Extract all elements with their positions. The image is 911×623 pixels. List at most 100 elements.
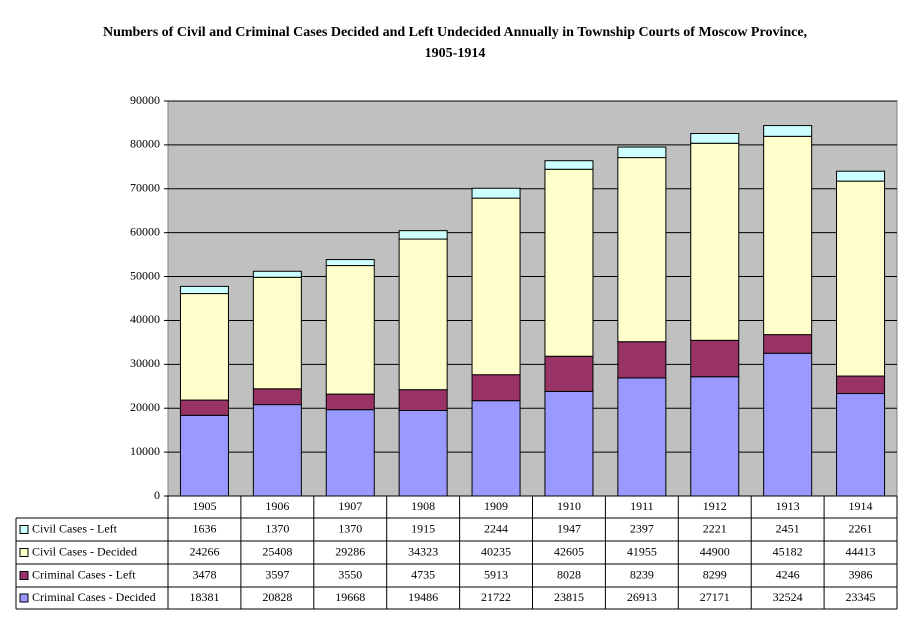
bar-segment — [617, 157, 667, 343]
bar-segment — [179, 399, 229, 416]
table-value: 32524 — [773, 590, 803, 604]
table-value: 8028 — [557, 567, 581, 581]
table-value: 4246 — [776, 567, 800, 581]
table-value: 40235 — [481, 544, 511, 558]
table-value: 26913 — [627, 590, 657, 604]
x-tick-label: 1912 — [703, 499, 727, 513]
table-value: 3550 — [338, 567, 362, 581]
x-tick-label: 1905 — [192, 499, 216, 513]
bar-segment — [690, 376, 740, 497]
bar-segment — [398, 409, 448, 497]
table-value: 42605 — [554, 544, 584, 558]
bar-segment — [325, 259, 375, 267]
legend-label: Criminal Cases - Left — [32, 567, 136, 581]
bar-segment — [617, 341, 667, 379]
table-value: 44900 — [700, 544, 730, 558]
table-value: 3478 — [192, 567, 216, 581]
bar-segment — [544, 168, 594, 357]
table-value: 44413 — [846, 544, 876, 558]
y-tick-label: 10000 — [130, 444, 160, 458]
bar-segment — [179, 293, 229, 401]
x-tick-label: 1910 — [557, 499, 581, 513]
table-value: 5913 — [484, 567, 508, 581]
x-tick-label: 1907 — [338, 499, 362, 513]
bar-segment — [690, 339, 740, 378]
bar-segment — [179, 414, 229, 497]
bar-segment — [471, 400, 521, 497]
table-value: 29286 — [335, 544, 365, 558]
bar-segment — [763, 135, 813, 336]
table-value: 23345 — [846, 590, 876, 604]
table-value: 2451 — [776, 521, 800, 535]
table-value: 1915 — [411, 521, 435, 535]
x-tick-label: 1913 — [776, 499, 800, 513]
table-value: 3986 — [849, 567, 873, 581]
y-tick-label: 30000 — [130, 356, 160, 370]
legend-swatch — [19, 571, 29, 580]
table-value: 20828 — [262, 590, 292, 604]
bar-segment — [398, 238, 448, 391]
legend-label: Civil Cases - Left — [32, 521, 118, 535]
bar-segment — [325, 393, 375, 411]
bar-segment — [836, 375, 886, 395]
y-tick-label: 0 — [154, 488, 160, 502]
bar-segment — [544, 160, 594, 170]
table-value: 8239 — [630, 567, 654, 581]
table-value: 19668 — [335, 590, 365, 604]
table-value: 8299 — [703, 567, 727, 581]
table-value: 2221 — [703, 521, 727, 535]
bar-segment — [617, 377, 667, 497]
bar-segment — [471, 187, 521, 199]
bar-segment — [325, 409, 375, 497]
table-value: 1636 — [192, 521, 216, 535]
bar-segment — [836, 180, 886, 377]
bar-segment — [252, 270, 302, 278]
bar-segment — [471, 197, 521, 376]
x-tick-label: 1906 — [265, 499, 289, 513]
table-value: 41955 — [627, 544, 657, 558]
table-value: 1370 — [265, 521, 289, 535]
y-tick-label: 80000 — [130, 137, 160, 151]
y-tick-label: 20000 — [130, 400, 160, 414]
chart-title: Numbers of Civil and Criminal Cases Deci… — [102, 25, 808, 61]
legend-swatch — [19, 593, 29, 603]
y-tick-label: 90000 — [130, 93, 160, 107]
x-tick-label: 1909 — [484, 499, 508, 513]
legend-label: Civil Cases - Decided — [32, 544, 137, 558]
bar-segment — [544, 390, 594, 497]
table-value: 21722 — [481, 590, 511, 604]
table-value: 34323 — [408, 544, 438, 558]
table-value: 2261 — [849, 521, 873, 535]
bar-segment — [763, 352, 813, 497]
bar-segment — [836, 170, 886, 182]
table-value: 23815 — [554, 590, 584, 604]
table-value: 3597 — [265, 567, 289, 581]
bar-segment — [398, 230, 448, 240]
y-tick-label: 60000 — [130, 224, 160, 238]
y-tick-label: 40000 — [130, 312, 160, 326]
bar-segment — [690, 142, 740, 341]
legend-swatch — [19, 525, 29, 534]
bar-segment — [544, 355, 594, 392]
bar-segment — [471, 374, 521, 402]
bar-segment — [252, 388, 302, 406]
table-value: 2397 — [630, 521, 654, 535]
x-tick-label: 1914 — [849, 499, 873, 513]
y-tick-label: 50000 — [130, 268, 160, 282]
bar-segment — [252, 404, 302, 497]
table-value: 45182 — [773, 544, 803, 558]
table-value: 27171 — [700, 590, 730, 604]
legend-swatch — [19, 548, 29, 557]
y-tick-label: 70000 — [130, 181, 160, 195]
table-value: 24266 — [189, 544, 219, 558]
bar-segment — [836, 393, 886, 497]
x-tick-label: 1908 — [411, 499, 435, 513]
x-tick-label: 1911 — [630, 499, 654, 513]
table-value: 19486 — [408, 590, 438, 604]
bar-segment — [690, 133, 740, 144]
bar-segment — [398, 389, 448, 411]
table-value: 1947 — [557, 521, 581, 535]
bar-segment — [325, 265, 375, 395]
bar-segment — [763, 334, 813, 354]
